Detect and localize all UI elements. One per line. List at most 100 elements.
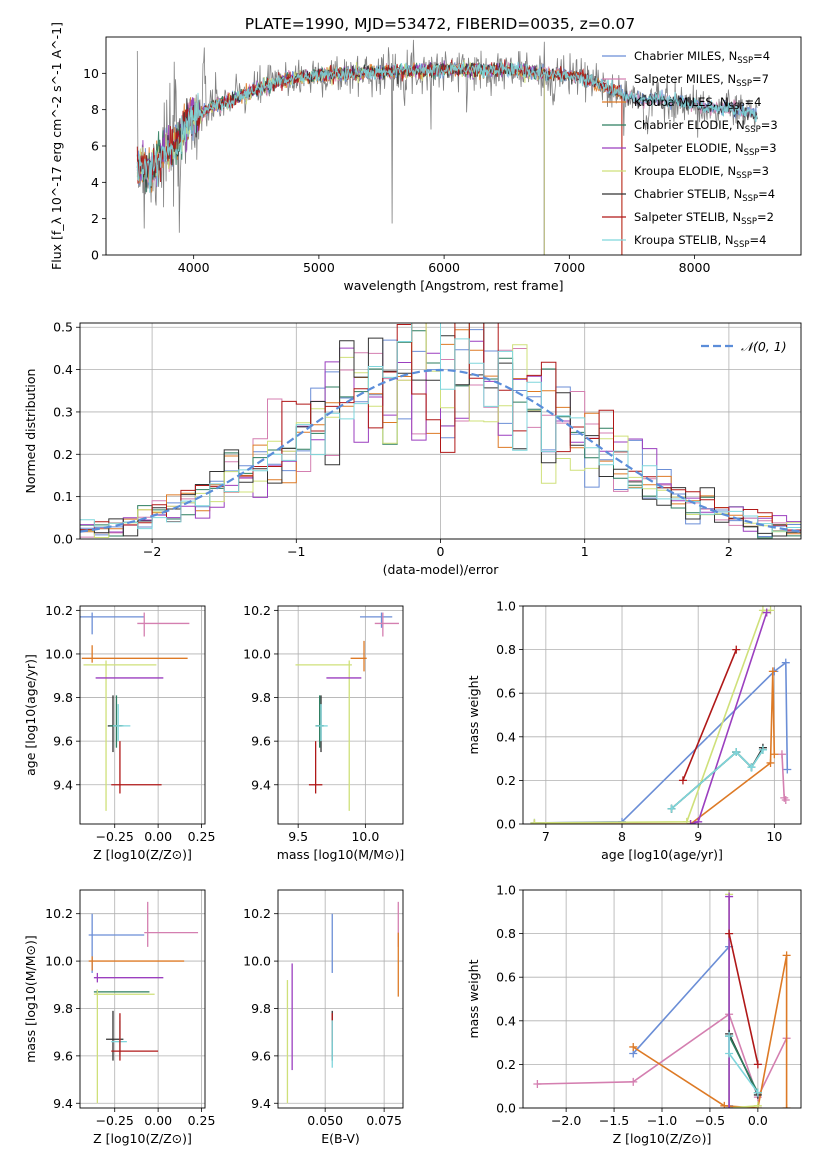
errorbar-point-3 [93,972,164,983]
legend-text-end: =7 [752,72,769,86]
axes-frame: −0.25 0.00 0.25 9.4 9.6 9.8 10.0 10.2 Z [log10(Z… [23,889,215,1146]
weight-marker [747,763,756,772]
weight-marker [629,1077,638,1086]
errorbar-point-4 [93,989,150,995]
y-tick-label: 0.8 [496,642,516,657]
weight-marker [533,1080,542,1089]
legend-entry: Kroupa STELIB, NSSP=4 [634,233,766,250]
legend-entry: Salpeter ELODIE, NSSP=3 [634,141,777,158]
y-tick-label: 9.6 [251,1048,271,1063]
plot-area [530,606,792,824]
x-tick-label: 0.0 [748,1113,768,1128]
weight-marker [720,1101,729,1108]
errorbar-point-0 [359,612,393,628]
weight-marker [530,818,539,824]
axes-frame: −2.0 −1.5 −1.0 −0.5 0.0 0.0 0.2 0.4 0.6 0.8 1.0 Z [… [466,883,802,1146]
y-tick-label: 0.0 [496,817,516,832]
y-tick-label: 0.6 [496,686,516,701]
weight-marker [686,820,695,824]
legend-entry: Kroupa MILES, NSSP=4 [634,95,761,112]
errorbar-point-2 [88,956,185,971]
y-axis-label: mass weight [466,675,481,754]
y-tick-label: 9.8 [251,690,271,705]
x-tick-label: 8 [618,829,626,844]
legend-subscript: SSP [737,56,753,66]
x-tick-label: 8000 [679,260,711,275]
legend-subscript: SSP [744,148,760,158]
errorbar-point-3 [83,660,157,811]
weight-marker [753,1088,762,1097]
axes-frame: −2 −1 0 1 2 0.0 0.1 0.2 0.3 0.4 0.5 (data-model)/er… [23,320,802,577]
legend-subscript: SSP [742,194,758,204]
y-axis-label: age [log10(age/yr)] [23,654,38,776]
y-tick-label: 0.5 [53,320,73,335]
legend-text: Chabrier ELODIE, N [634,118,745,132]
legend-text-end: =2 [757,210,774,224]
model-line-3 [136,62,545,255]
y-tick-label: 9.4 [251,1096,271,1111]
plot-area [80,323,801,539]
y-tick-label: 0 [91,248,99,263]
x-tick-label: 1 [581,544,589,559]
legend-text: Salpeter ELODIE, N [634,141,744,155]
histogram-series-8 [80,323,801,532]
x-axis-label: (data-model)/error [383,562,500,577]
weight-series-8 [678,645,741,785]
y-tick-label: 0.2 [496,773,516,788]
plot-area [533,890,791,1108]
y-tick-label: 10.2 [45,906,73,921]
weight-marker [725,929,734,938]
errorbar-point-8 [308,741,323,794]
weight-line [670,749,764,810]
y-axis-label: mass weight [466,959,481,1038]
y-tick-label: 10.2 [243,906,271,921]
weight-line [534,661,789,824]
legend-entry: Kroupa ELODIE, NSSP=3 [634,164,769,181]
errorbar-point-8 [111,741,162,794]
axes-border [277,605,404,825]
y-tick-label: 9.6 [53,1048,73,1063]
legend-text: Chabrier STELIB, N [634,187,742,201]
y-tick-label: 0.4 [53,362,73,377]
errorbar-point-6 [109,695,124,748]
y-axis-label: mass [log10(M/M⊙)] [23,935,38,1063]
weight-series-0 [629,942,734,1108]
legend-subscript: SSP [736,171,752,181]
y-tick-label: 10.0 [45,954,73,969]
errorbar-point-8 [111,1013,159,1061]
weight-marker [781,796,790,805]
y-tick-label: 10 [83,66,99,81]
x-tick-label: −2.0 [551,1113,581,1128]
y-tick-label: 0.0 [53,532,73,547]
legend-entry: Chabrier STELIB, NSSP=4 [634,187,775,204]
y-tick-label: 9.6 [251,734,271,749]
panel-residuals: −2 −1 0 1 2 0.0 0.1 0.2 0.3 0.4 0.5 (data-model)/er… [23,320,802,577]
x-tick-label: 0.075 [366,1113,402,1128]
figure-title: PLATE=1990, MJD=53472, FIBERID=0035, z=0… [245,15,635,33]
x-tick-label: −1.5 [599,1113,629,1128]
errorbar-point-1 [137,612,190,637]
x-axis-label: mass [log10(M/M⊙)] [277,847,405,862]
legend-entry: 𝒩(0, 1) [741,339,787,354]
legend-text-end: =4 [749,233,766,247]
x-tick-label: 10.0 [351,829,379,844]
x-axis-label: Z [log10(Z/Z⊙)] [613,1131,712,1146]
y-tick-label: 9.4 [53,1096,73,1111]
weight-series-8 [725,929,762,1069]
weight-line [682,649,738,781]
x-tick-label: 0.050 [307,1113,343,1128]
errorbar-point-3 [295,660,352,811]
weight-marker [781,658,790,667]
panel-mass-vs-Z: −0.25 0.00 0.25 9.4 9.6 9.8 10.0 10.2 Z [log10(Z… [23,889,215,1146]
y-tick-label: 0.1 [53,489,73,504]
legend-text: Chabrier MILES, N [634,49,737,63]
y-tick-label: 10.0 [45,646,73,661]
y-tick-label: 10.2 [45,603,73,618]
errorbar-point-7 [112,704,131,742]
histogram-series-7 [80,323,801,531]
normal-curve-line [80,368,801,533]
weight-marker [782,951,791,960]
weight-marker [762,608,771,617]
x-tick-label: −0.25 [96,829,134,844]
x-axis-label: Z [log10(Z/Z⊙)] [93,847,192,862]
